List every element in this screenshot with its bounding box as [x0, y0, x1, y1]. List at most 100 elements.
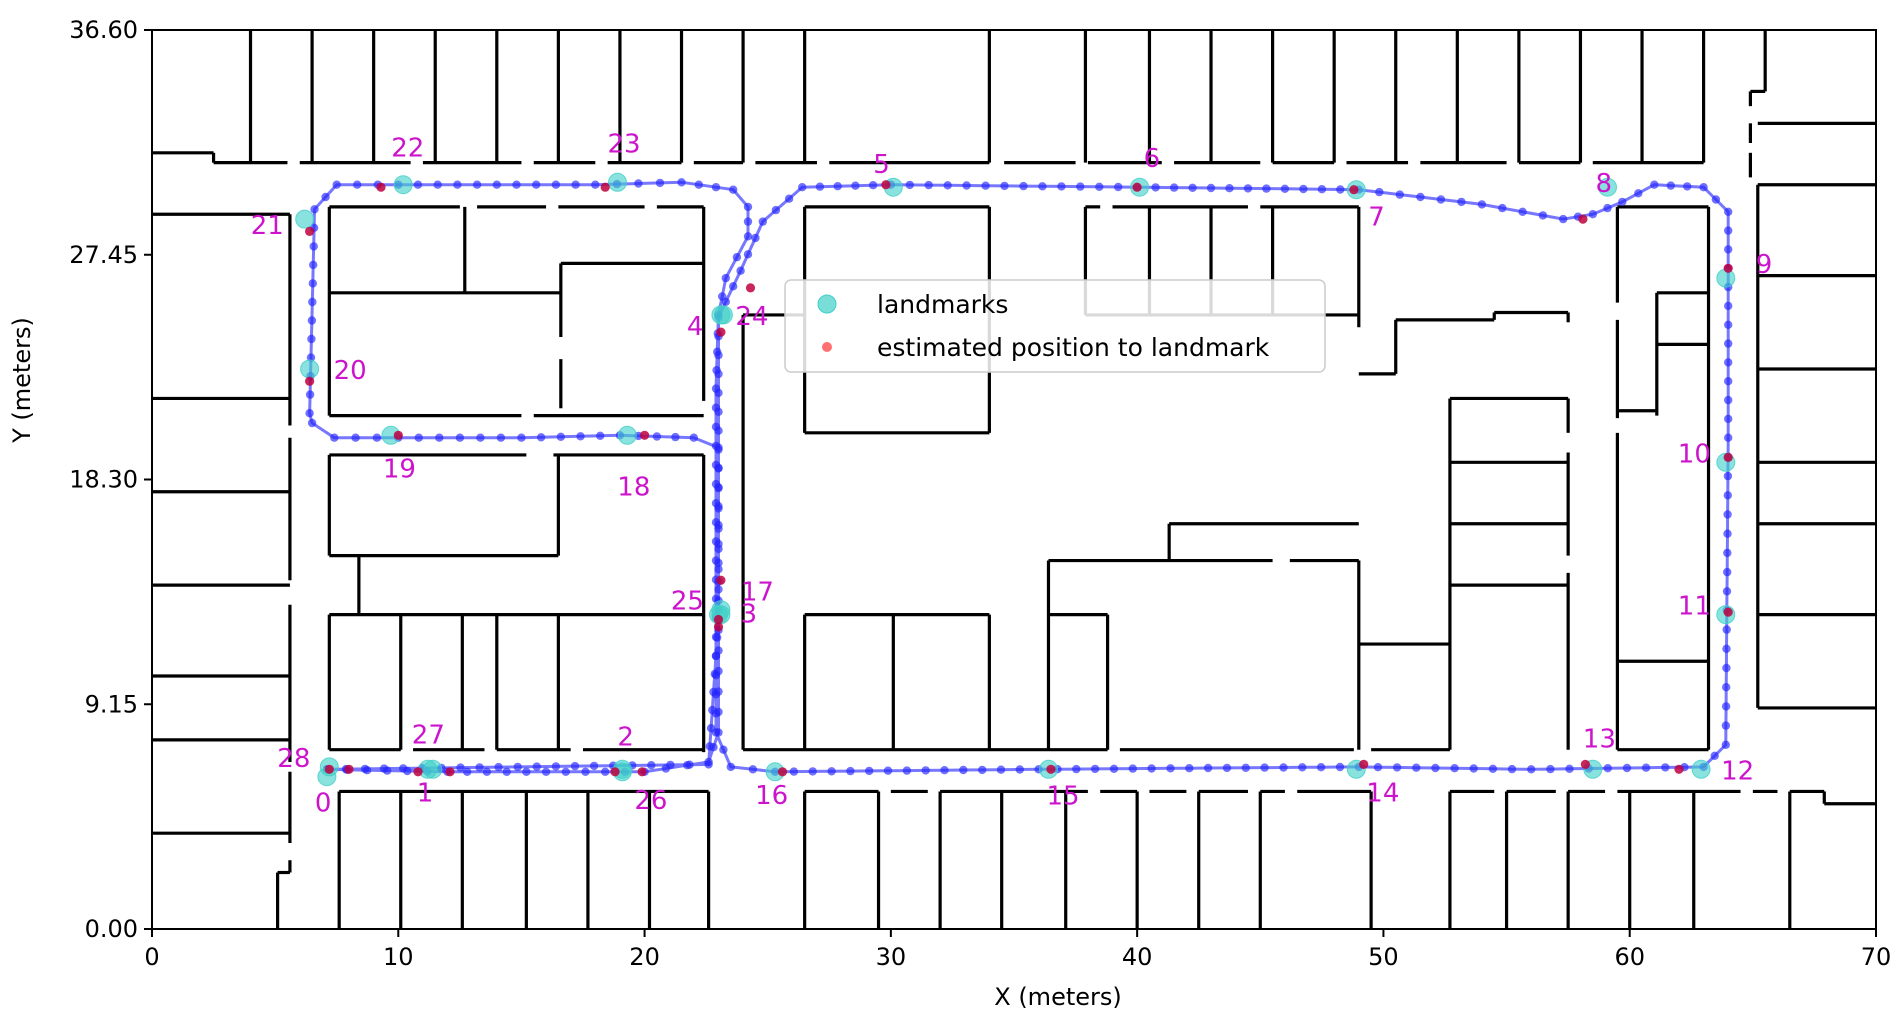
trajectory-point	[921, 766, 930, 775]
trajectory-point	[798, 183, 807, 192]
landmark-marker-8	[1598, 177, 1617, 197]
trajectory-point	[996, 765, 1006, 774]
trajectory-point	[383, 766, 392, 775]
trajectory-point	[726, 762, 735, 772]
landmark-label-0: 0	[315, 789, 332, 819]
trajectory-point	[758, 217, 767, 226]
trajectory-point	[1588, 210, 1598, 219]
trajectory-point	[978, 765, 987, 775]
y-tick-label: 18.30	[69, 466, 138, 494]
trajectory-point	[414, 433, 423, 442]
estimate-marker-24	[745, 283, 756, 293]
x-axis-title: X (meters)	[994, 983, 1122, 1011]
trajectory-point	[924, 180, 933, 190]
landmark-marker-20	[300, 359, 320, 379]
trajectory-point	[713, 347, 722, 356]
trajectory-point	[308, 297, 317, 307]
landmark-label-23: 23	[608, 129, 641, 159]
trajectory-point	[647, 761, 656, 770]
trajectory-point	[476, 433, 485, 442]
trajectory-point	[570, 761, 580, 771]
trajectory-point	[1109, 764, 1119, 773]
trajectory-point	[1724, 377, 1733, 386]
estimate-marker-10	[1723, 452, 1733, 462]
trajectory-point	[1019, 181, 1028, 191]
estimate-marker-6	[1132, 182, 1142, 192]
x-tick-label: 40	[1122, 943, 1153, 971]
trajectory-point	[671, 432, 680, 442]
trajectory-point	[1721, 740, 1731, 749]
trajectory-point	[736, 266, 745, 275]
trajectory-point	[596, 431, 605, 440]
trajectory-point	[1722, 587, 1732, 596]
trajectory-point	[808, 767, 817, 776]
trajectory-point	[1469, 764, 1478, 773]
trajectory-point	[1661, 763, 1670, 772]
landmark-label-24: 24	[735, 302, 768, 332]
landmark-marker-24	[713, 305, 733, 325]
x-tick-label: 0	[144, 943, 159, 971]
estimate-marker-23	[600, 182, 610, 192]
trajectory-point	[1724, 226, 1733, 235]
trajectory-point	[652, 432, 662, 441]
trajectory-point	[1477, 200, 1487, 209]
trajectory-point	[1724, 339, 1733, 348]
trajectory-point	[307, 418, 317, 428]
trajectory-point	[677, 178, 686, 187]
trajectory-point	[748, 765, 758, 774]
landmark-label-16: 16	[755, 781, 788, 811]
estimate-marker-25	[716, 575, 726, 585]
trajectory-point	[482, 767, 492, 776]
trajectory-point	[456, 763, 465, 772]
trajectory-point	[1436, 195, 1446, 204]
trajectory-point	[711, 422, 721, 431]
trajectory-point	[309, 260, 318, 270]
landmark-label-25: 25	[671, 587, 704, 617]
trajectory-point	[591, 180, 600, 189]
trajectory-point	[1151, 183, 1160, 192]
estimate-marker-0	[324, 764, 334, 774]
landmark-label-3: 3	[741, 600, 758, 630]
trajectory-point	[789, 767, 799, 776]
trajectory-point	[959, 765, 968, 775]
trajectory-point	[711, 384, 721, 393]
trajectory-point	[1722, 625, 1731, 634]
trajectory-point	[1650, 180, 1659, 189]
trajectory-point	[1206, 183, 1216, 193]
trajectory-point	[1488, 764, 1498, 773]
x-tick-label: 70	[1861, 943, 1892, 971]
trajectory-point	[502, 767, 511, 776]
trajectory-point	[714, 463, 723, 472]
trajectory-point	[714, 687, 723, 696]
landmark-label-19: 19	[383, 454, 416, 484]
legend-landmark-label: landmarks	[877, 290, 1008, 319]
trajectory-point	[576, 432, 585, 441]
trajectory-point	[1203, 763, 1213, 773]
trajectory-point	[902, 766, 912, 775]
trajectory-point	[589, 761, 599, 771]
trajectory-point	[962, 181, 971, 190]
trajectory-point	[1280, 184, 1290, 193]
trajectory-point	[868, 181, 878, 190]
estimate-marker-11	[1723, 607, 1733, 617]
trajectory-point	[905, 180, 914, 190]
trajectory-point	[661, 764, 671, 773]
trajectory-point	[512, 180, 521, 189]
trajectory-point	[846, 766, 855, 776]
trajectory-point	[601, 767, 610, 776]
trajectory-point	[714, 728, 723, 737]
trajectory-point	[1565, 764, 1574, 773]
trajectory-point	[634, 179, 643, 188]
trajectory-point	[1538, 211, 1548, 220]
trajectory-point	[1185, 764, 1194, 773]
trajectory-point	[1090, 764, 1100, 774]
landmark-marker-18	[617, 425, 637, 445]
legend-landmark-marker	[817, 294, 837, 314]
trajectory-point	[719, 745, 728, 754]
trajectory-point	[1188, 183, 1197, 192]
trajectory-point	[513, 762, 522, 772]
trajectory-point	[433, 180, 442, 189]
y-tick-label: 27.45	[69, 241, 138, 269]
trajectory-point	[571, 180, 580, 189]
estimate-marker-12	[1674, 764, 1684, 774]
